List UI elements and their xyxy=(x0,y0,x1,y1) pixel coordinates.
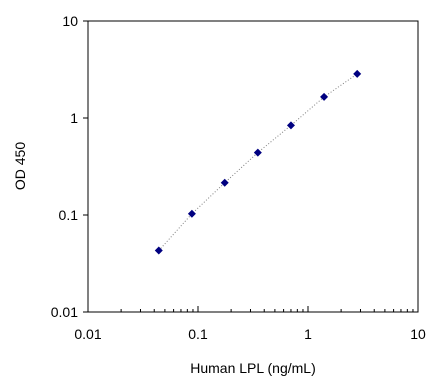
y-tick-label: 0.01 xyxy=(51,304,78,320)
data-point-marker xyxy=(353,69,362,78)
data-point-marker xyxy=(320,92,329,101)
data-point-marker xyxy=(220,178,229,187)
x-tick-label: 0.1 xyxy=(188,326,208,342)
data-point-marker xyxy=(154,246,163,255)
y-axis-tick-labels: 0.01 0.1 1 10 xyxy=(51,13,78,320)
y-axis-ticks xyxy=(83,20,88,313)
y-axis-title: OD 450 xyxy=(12,142,28,190)
x-axis-tick-labels: 0.01 0.1 1 10 xyxy=(74,326,426,342)
data-point-marker xyxy=(253,148,262,157)
y-tick-label: 0.1 xyxy=(59,207,79,223)
x-axis-ticks xyxy=(87,306,414,312)
data-point-marker xyxy=(286,121,295,130)
y-tick-label: 1 xyxy=(70,110,78,126)
plot-area xyxy=(87,20,419,313)
x-tick-label: 10 xyxy=(410,326,426,342)
data-point-marker xyxy=(187,209,196,218)
y-tick-label: 10 xyxy=(62,13,78,29)
x-tick-label: 1 xyxy=(304,326,312,342)
data-points xyxy=(154,69,362,255)
x-axis-title: Human LPL (ng/mL) xyxy=(190,360,316,376)
x-tick-label: 0.01 xyxy=(74,326,101,342)
